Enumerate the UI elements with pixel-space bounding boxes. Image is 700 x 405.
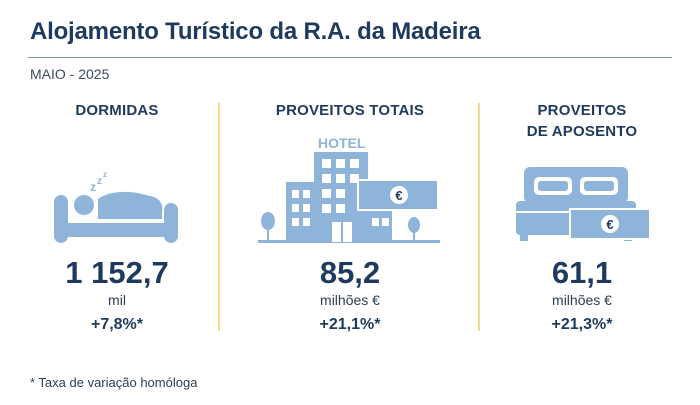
- period-label: MAIO - 2025: [30, 66, 110, 82]
- page-title: Alojamento Turístico da R.A. da Madeira: [30, 18, 481, 45]
- indicator-unit: milhões €: [552, 292, 612, 308]
- column-separator: [478, 103, 480, 331]
- indicator-heading-line1: PROVEITOS: [537, 102, 627, 119]
- svg-text:z: z: [103, 170, 107, 179]
- indicator-value: 85,2: [319, 255, 381, 290]
- svg-text:z: z: [97, 176, 102, 187]
- indicator-change: +7,8%*: [90, 316, 144, 333]
- svg-text:z: z: [90, 180, 96, 194]
- indicator-heading: PROVEITOS TOTAIS: [275, 102, 425, 119]
- indicator-heading-line2: DE APOSENTO: [526, 123, 638, 140]
- euro-symbol: €: [606, 217, 613, 232]
- title-divider: [28, 57, 672, 58]
- hotel-building-icon: HOTEL €: [258, 135, 440, 243]
- bed-with-money-icon: €: [516, 167, 651, 241]
- hotel-sign-text: HOTEL: [318, 135, 366, 151]
- sleeping-person-icon: z z z: [54, 170, 178, 243]
- indicator-unit: milhões €: [320, 292, 380, 308]
- indicator-unit: mil: [108, 292, 126, 308]
- euro-symbol: €: [395, 188, 402, 203]
- column-separator: [218, 103, 220, 331]
- indicator-heading: DORMIDAS: [75, 102, 159, 119]
- indicator-change: +21,3%*: [551, 316, 613, 333]
- footnote: * Taxa de variação homóloga: [30, 375, 198, 390]
- indicator-change: +21,1%*: [319, 316, 381, 333]
- indicator-value: 61,1: [551, 255, 613, 290]
- indicator-value: 1 152,7: [65, 255, 169, 290]
